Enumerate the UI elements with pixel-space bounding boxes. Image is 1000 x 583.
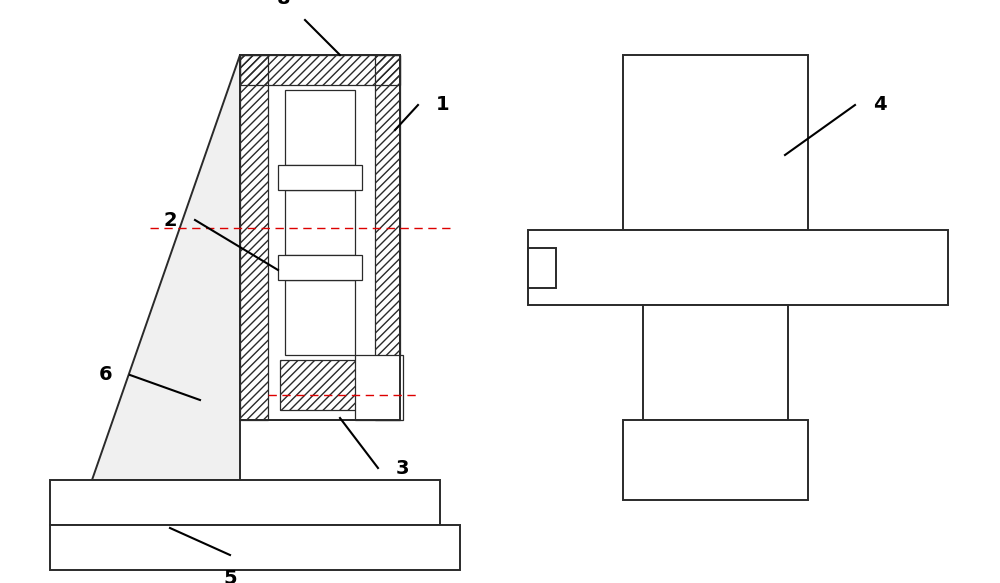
Text: 3: 3 bbox=[396, 458, 410, 477]
Bar bbox=[623, 55, 808, 230]
Text: 4: 4 bbox=[873, 96, 887, 114]
Bar bbox=[285, 90, 355, 165]
Text: 1: 1 bbox=[436, 96, 450, 114]
Bar bbox=[528, 230, 948, 305]
Bar bbox=[278, 165, 362, 190]
Text: 8: 8 bbox=[276, 0, 290, 8]
Text: 2: 2 bbox=[163, 210, 177, 230]
Bar bbox=[240, 55, 400, 85]
Bar bbox=[285, 280, 355, 355]
Polygon shape bbox=[92, 55, 240, 480]
Bar bbox=[643, 305, 788, 420]
Bar bbox=[278, 255, 362, 280]
Bar bbox=[50, 525, 460, 570]
Bar bbox=[240, 55, 268, 420]
Bar bbox=[280, 360, 360, 410]
Bar bbox=[623, 420, 808, 500]
Text: 5: 5 bbox=[223, 569, 237, 583]
Bar bbox=[240, 55, 400, 420]
Bar bbox=[375, 55, 400, 420]
Bar bbox=[50, 480, 440, 525]
Bar bbox=[355, 355, 403, 420]
Bar bbox=[240, 55, 400, 420]
Text: 6: 6 bbox=[98, 366, 112, 385]
Bar bbox=[285, 190, 355, 255]
Bar bbox=[528, 248, 556, 288]
